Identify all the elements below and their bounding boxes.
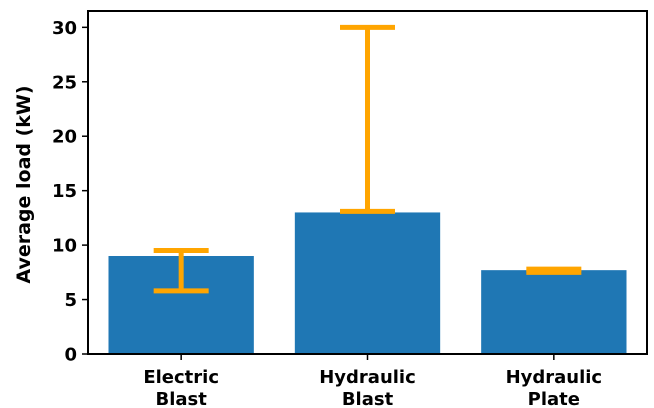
y-tick-label: 15 (52, 181, 77, 202)
bars-group (108, 212, 627, 354)
x-tick-label-line: Hydraulic (506, 367, 603, 388)
y-tick-label: 5 (64, 290, 77, 311)
x-tick-label-line: Blast (155, 389, 207, 408)
error-bar (526, 266, 582, 275)
y-tick-label: 25 (52, 72, 77, 93)
y-tick-label: 10 (52, 236, 77, 257)
x-tick-label-line: Hydraulic (319, 367, 416, 388)
x-tick-label-line: Plate (528, 389, 580, 408)
bar (294, 212, 441, 354)
error-bar (340, 24, 395, 214)
error-bars-group (153, 24, 582, 294)
y-tick-label: 0 (64, 345, 77, 366)
y-tick-label: 20 (52, 127, 77, 148)
plot-frame (87, 10, 648, 355)
x-tick-label: Hydraulic Blast (319, 367, 416, 408)
x-tick-label: Electric Blast (143, 367, 219, 408)
error-bar (153, 248, 209, 294)
y-tick-label: 30 (52, 18, 77, 39)
x-tick-label: Hydraulic Plate (506, 367, 603, 408)
y-axis: 0 5 10 15 20 25 30 (52, 18, 88, 366)
bar (481, 270, 627, 354)
x-tick-label-line: Electric (143, 367, 219, 388)
y-axis-label: Average load (kW) (13, 85, 35, 283)
x-tick-label-line: Blast (342, 389, 394, 408)
